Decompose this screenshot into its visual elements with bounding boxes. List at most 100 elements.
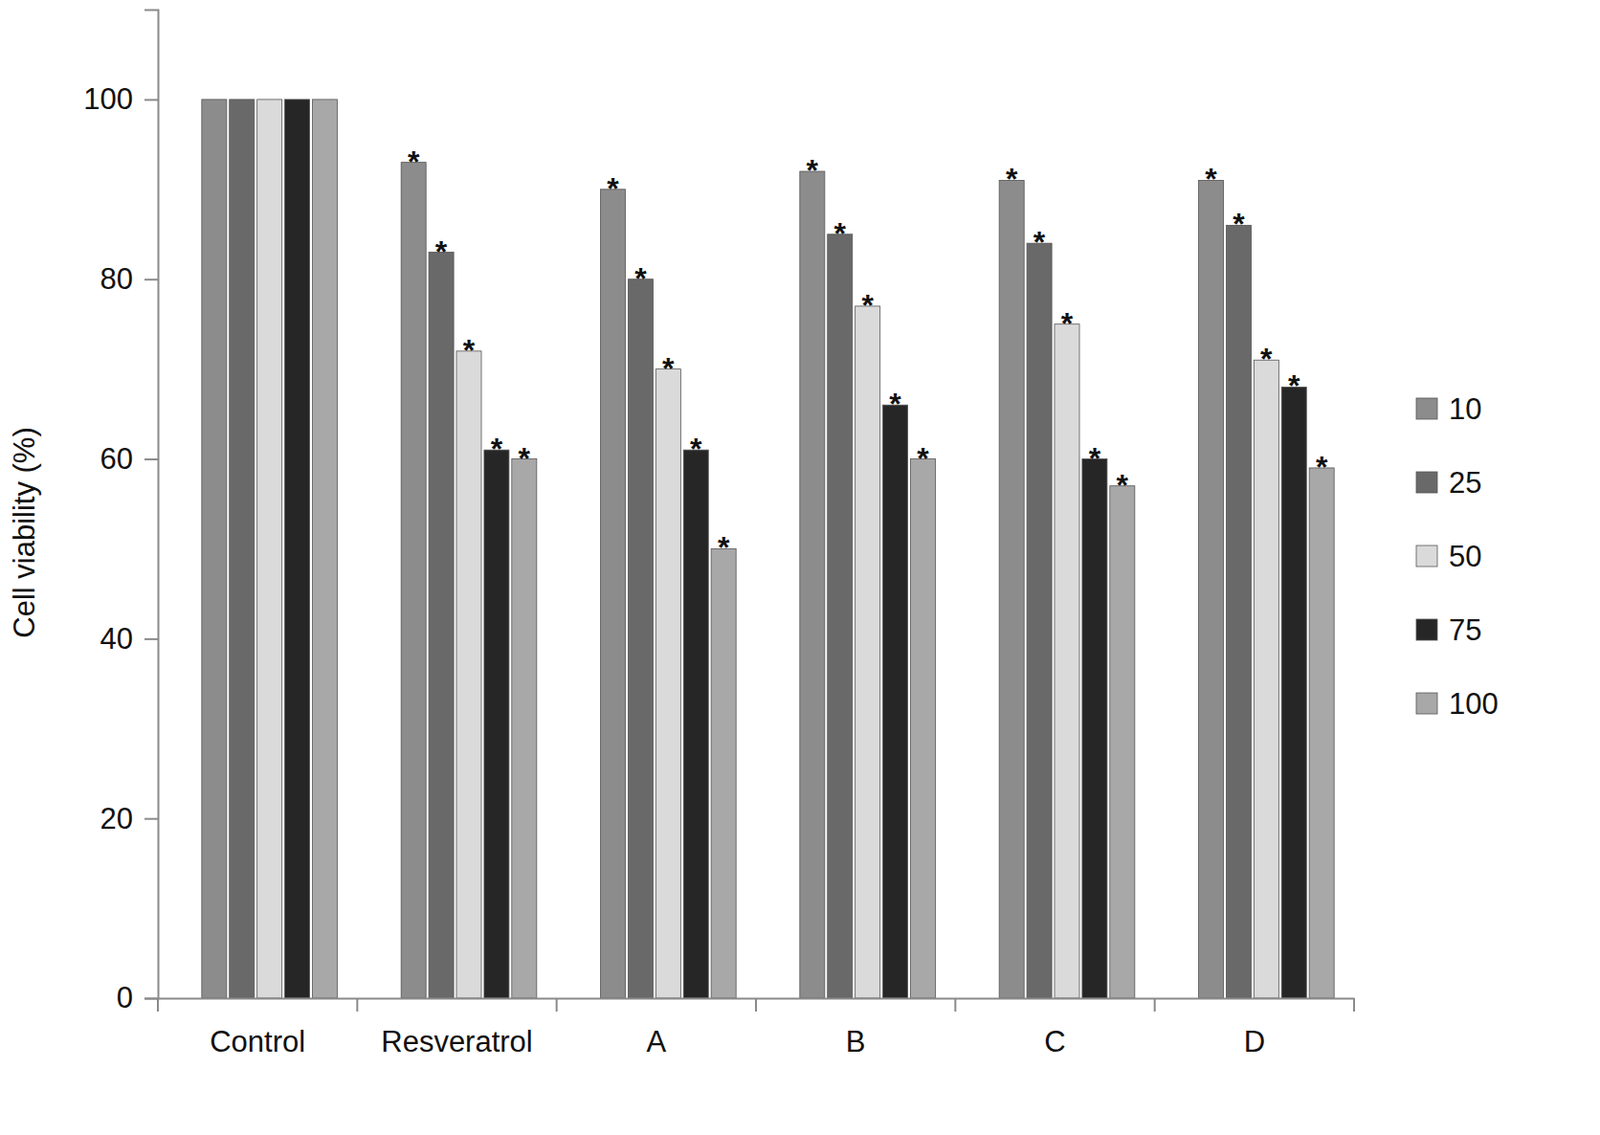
significance-mark: * xyxy=(834,216,847,251)
category-divider xyxy=(156,998,159,1012)
y-tick-label: 0 xyxy=(116,980,134,1015)
significance-mark: * xyxy=(689,431,703,467)
significance-mark: * xyxy=(1116,467,1130,503)
y-axis-line xyxy=(144,10,159,1000)
bar xyxy=(883,404,909,999)
significance-mark: * xyxy=(916,441,930,476)
bar xyxy=(257,99,283,999)
bar xyxy=(1054,324,1080,999)
category-divider xyxy=(555,998,558,1012)
y-tick: 60 xyxy=(100,442,158,476)
y-axis: 0 20 40 60 80 100 xyxy=(83,10,158,1016)
bar xyxy=(229,99,255,999)
significance-mark: * xyxy=(435,234,448,269)
significance-mark: * xyxy=(662,351,675,386)
x-tick-label: Resveratrol xyxy=(380,1024,534,1059)
bar xyxy=(400,162,426,999)
y-tick-mark xyxy=(144,98,158,101)
significance-mark: * xyxy=(518,441,532,476)
legend-label: 10 xyxy=(1448,392,1482,426)
y-tick: 100 xyxy=(83,82,158,116)
bar xyxy=(627,279,653,999)
significance-mark: * xyxy=(1315,449,1329,485)
legend-swatch xyxy=(1416,619,1438,641)
bar xyxy=(910,459,935,999)
y-tick-mark xyxy=(144,458,158,461)
significance-mark: * xyxy=(606,171,620,206)
bar xyxy=(428,252,454,999)
category-divider xyxy=(954,998,956,1012)
significance-mark: * xyxy=(888,386,902,422)
significance-mark: * xyxy=(1260,341,1273,377)
bar xyxy=(1026,243,1052,999)
x-axis: Control Resveratrol A B C D xyxy=(157,998,1356,1059)
bar xyxy=(1225,224,1251,999)
significance-mark: * xyxy=(717,530,731,565)
category-divider xyxy=(355,998,358,1012)
significance-mark: * xyxy=(861,288,874,323)
x-tick: A xyxy=(645,1024,667,1059)
legend-swatch xyxy=(1416,398,1438,420)
bar xyxy=(711,548,736,999)
bar xyxy=(999,179,1024,999)
bar xyxy=(456,351,482,999)
bar xyxy=(683,449,709,999)
x-tick: B xyxy=(845,1024,867,1059)
bar xyxy=(311,99,337,999)
legend-label: 75 xyxy=(1448,613,1482,647)
bar xyxy=(655,369,681,999)
bar xyxy=(511,459,537,999)
y-tick-mark xyxy=(144,278,158,281)
y-tick-label: 100 xyxy=(83,82,134,116)
x-tick-label: Control xyxy=(209,1024,306,1059)
legend-swatch xyxy=(1416,692,1438,714)
significance-mark: * xyxy=(1232,206,1245,242)
legend-label: 50 xyxy=(1448,539,1482,574)
x-tick-label: A xyxy=(645,1024,667,1059)
significance-mark: * xyxy=(463,333,476,368)
x-tick-label: B xyxy=(845,1024,867,1059)
bar xyxy=(1281,386,1307,999)
y-tick-mark xyxy=(144,818,158,821)
legend-swatch xyxy=(1416,545,1438,567)
x-tick: Resveratrol xyxy=(380,1024,534,1059)
bar xyxy=(285,99,311,999)
bar xyxy=(1199,179,1224,999)
legend-swatch xyxy=(1416,471,1438,493)
bar xyxy=(1110,486,1135,999)
y-tick: 80 xyxy=(100,262,158,296)
x-tick: Control xyxy=(209,1024,306,1059)
x-tick-label: D xyxy=(1244,1024,1266,1059)
bar xyxy=(800,171,825,999)
bar xyxy=(600,189,626,999)
y-tick: 20 xyxy=(100,801,158,836)
significance-mark: * xyxy=(1204,161,1218,197)
legend-label: 25 xyxy=(1448,466,1482,500)
legend-label: 100 xyxy=(1448,687,1499,721)
significance-mark: * xyxy=(407,144,421,179)
category-divider xyxy=(1154,998,1156,1012)
bar xyxy=(484,449,510,999)
y-tick-label: 20 xyxy=(100,801,134,836)
significance-mark: * xyxy=(806,153,820,188)
y-tick-label: 80 xyxy=(100,262,134,296)
significance-mark: * xyxy=(1088,441,1102,476)
legend: 10 25 50 75 100 xyxy=(1416,392,1499,721)
y-tick: 0 xyxy=(116,980,158,1015)
x-tick-label: C xyxy=(1044,1024,1066,1059)
bar xyxy=(201,99,227,999)
significance-mark: * xyxy=(490,431,504,467)
bar xyxy=(855,306,881,999)
category-divider xyxy=(1353,998,1356,1012)
y-tick-label: 40 xyxy=(100,622,134,656)
significance-mark: * xyxy=(1061,306,1074,341)
y-tick: 40 xyxy=(100,622,158,656)
y-tick-label: 60 xyxy=(100,442,134,476)
category-divider xyxy=(755,998,757,1012)
bar xyxy=(1082,459,1108,999)
y-tick-mark xyxy=(144,998,158,1000)
chart: *************************020406080100Con… xyxy=(0,0,1600,1135)
x-tick: C xyxy=(1044,1024,1066,1059)
y-axis-title: Cell viability (%) xyxy=(7,426,42,638)
significance-mark: * xyxy=(1288,368,1301,403)
